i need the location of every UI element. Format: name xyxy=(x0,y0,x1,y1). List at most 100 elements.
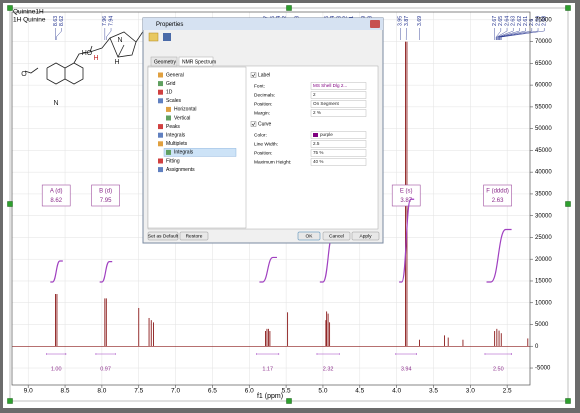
button-label[interactable]: Set as Default xyxy=(148,234,179,240)
save-icon[interactable] xyxy=(163,33,171,41)
title-bar xyxy=(143,18,383,30)
atom-label: N xyxy=(117,37,122,44)
tree-selection[interactable] xyxy=(163,148,237,157)
multiplet-shift: 7.95 xyxy=(100,198,112,204)
integral-label: 1.00 xyxy=(51,366,62,372)
field-input[interactable] xyxy=(310,131,367,139)
x-tick-label: 7.5 xyxy=(134,388,143,395)
tree-item[interactable]: Horizontal xyxy=(174,107,197,113)
x-axis-label: f1 (ppm) xyxy=(257,393,283,400)
tree-item[interactable]: Multiplets xyxy=(166,141,188,147)
x-tick-label: 6.0 xyxy=(245,388,254,395)
y-tick-label: 45000 xyxy=(535,148,552,154)
checkbox[interactable] xyxy=(250,121,257,127)
x-tick-label: 7.0 xyxy=(171,388,180,395)
button[interactable] xyxy=(297,231,321,241)
integral-curve xyxy=(486,228,512,283)
field-value: 2 xyxy=(313,92,316,97)
tree-item[interactable]: Scales xyxy=(166,98,182,104)
x-tick-label: 3.5 xyxy=(429,388,438,395)
resize-handle[interactable] xyxy=(565,398,571,404)
y-tick-label: 40000 xyxy=(535,170,552,176)
tree-item[interactable]: Grid xyxy=(166,81,176,87)
tab[interactable] xyxy=(150,56,178,67)
resize-handle[interactable] xyxy=(7,398,13,404)
field-label: Decimals: xyxy=(254,92,275,98)
tree-icon[interactable] xyxy=(166,149,171,155)
resize-handle[interactable] xyxy=(7,5,13,11)
tree-icon[interactable] xyxy=(158,98,163,104)
field-label: Margin: xyxy=(254,110,270,116)
resize-handle[interactable] xyxy=(286,398,292,404)
tree-icon[interactable] xyxy=(166,106,171,112)
field-input[interactable] xyxy=(310,82,367,90)
tree-icon[interactable] xyxy=(166,115,171,121)
tree-icon[interactable] xyxy=(158,158,163,164)
field-input[interactable] xyxy=(310,109,367,117)
x-tick-label: 8.0 xyxy=(97,388,106,395)
multiplet-name: B (d) xyxy=(99,189,112,195)
properties-dialog: Properties Geometry NMR Spectrum General Gr… xyxy=(142,17,384,244)
integral-curve xyxy=(50,260,63,283)
open-icon[interactable] xyxy=(148,32,159,42)
multiplet-name: E (s) xyxy=(400,189,413,195)
integral-bracket xyxy=(256,353,280,355)
field-input[interactable] xyxy=(310,140,367,148)
checkbox[interactable] xyxy=(250,72,257,78)
tree-item[interactable]: General xyxy=(166,72,184,78)
integral-curve xyxy=(259,256,277,283)
tree-item[interactable]: Assignments xyxy=(166,167,195,173)
resize-handle[interactable] xyxy=(565,5,571,11)
y-tick-label: 75000 xyxy=(535,17,552,23)
tree-icon[interactable] xyxy=(158,124,163,130)
dialog-title: Properties xyxy=(156,22,183,28)
tree-item[interactable]: Integrals xyxy=(166,133,186,139)
peak-leader xyxy=(500,28,539,40)
button-label[interactable]: OK xyxy=(306,234,314,240)
button-label[interactable]: Cancel xyxy=(329,234,344,240)
peak-leader xyxy=(498,28,526,40)
integral-bracket xyxy=(46,353,67,355)
resize-handle[interactable] xyxy=(565,201,571,207)
y-tick-label: 0 xyxy=(535,344,539,350)
tree-icon[interactable] xyxy=(158,81,163,87)
peak-label: 2.63 xyxy=(511,16,517,26)
resize-handle[interactable] xyxy=(7,201,13,207)
tree-item[interactable]: Fitting xyxy=(166,158,180,164)
field-input[interactable] xyxy=(310,149,367,157)
integral-label: 2.50 xyxy=(493,366,504,372)
tree-item[interactable]: 1D xyxy=(166,90,173,96)
atom-label: HO xyxy=(82,50,93,57)
tree-icon[interactable] xyxy=(158,141,163,147)
field-input[interactable] xyxy=(310,158,367,166)
button-label[interactable]: Apply xyxy=(360,234,373,240)
y-tick-label: 65000 xyxy=(535,61,552,67)
button[interactable] xyxy=(351,231,380,241)
tree-icon[interactable] xyxy=(158,167,163,173)
button-label[interactable]: Restore xyxy=(186,234,203,240)
field-input[interactable] xyxy=(310,91,367,99)
tree-item[interactable]: Vertical xyxy=(174,115,190,121)
field-label: Font: xyxy=(254,83,265,89)
tree-icon[interactable] xyxy=(158,89,163,95)
field-input[interactable] xyxy=(310,100,367,108)
field-label: Maximum Height: xyxy=(254,159,291,165)
y-tick-label: 25000 xyxy=(535,235,552,241)
button[interactable] xyxy=(322,231,351,241)
peak-label: 2.64 xyxy=(504,16,510,26)
tree-item[interactable]: Integrals xyxy=(174,150,194,156)
y-tick-label: -5000 xyxy=(535,366,551,372)
close-button[interactable] xyxy=(370,20,380,28)
subtitle: 1H Quinine xyxy=(13,17,46,24)
button[interactable] xyxy=(179,231,209,241)
tree-icon[interactable] xyxy=(158,132,163,138)
tree-icon[interactable] xyxy=(158,72,163,78)
button[interactable] xyxy=(147,231,179,241)
x-tick-label: 3.0 xyxy=(466,388,475,395)
tab[interactable] xyxy=(178,56,214,67)
checkmark xyxy=(251,122,256,127)
resize-handle[interactable] xyxy=(286,5,292,11)
plot-frame xyxy=(11,11,531,386)
tree-item[interactable]: Peaks xyxy=(166,124,180,130)
atom-label: N xyxy=(53,100,58,107)
